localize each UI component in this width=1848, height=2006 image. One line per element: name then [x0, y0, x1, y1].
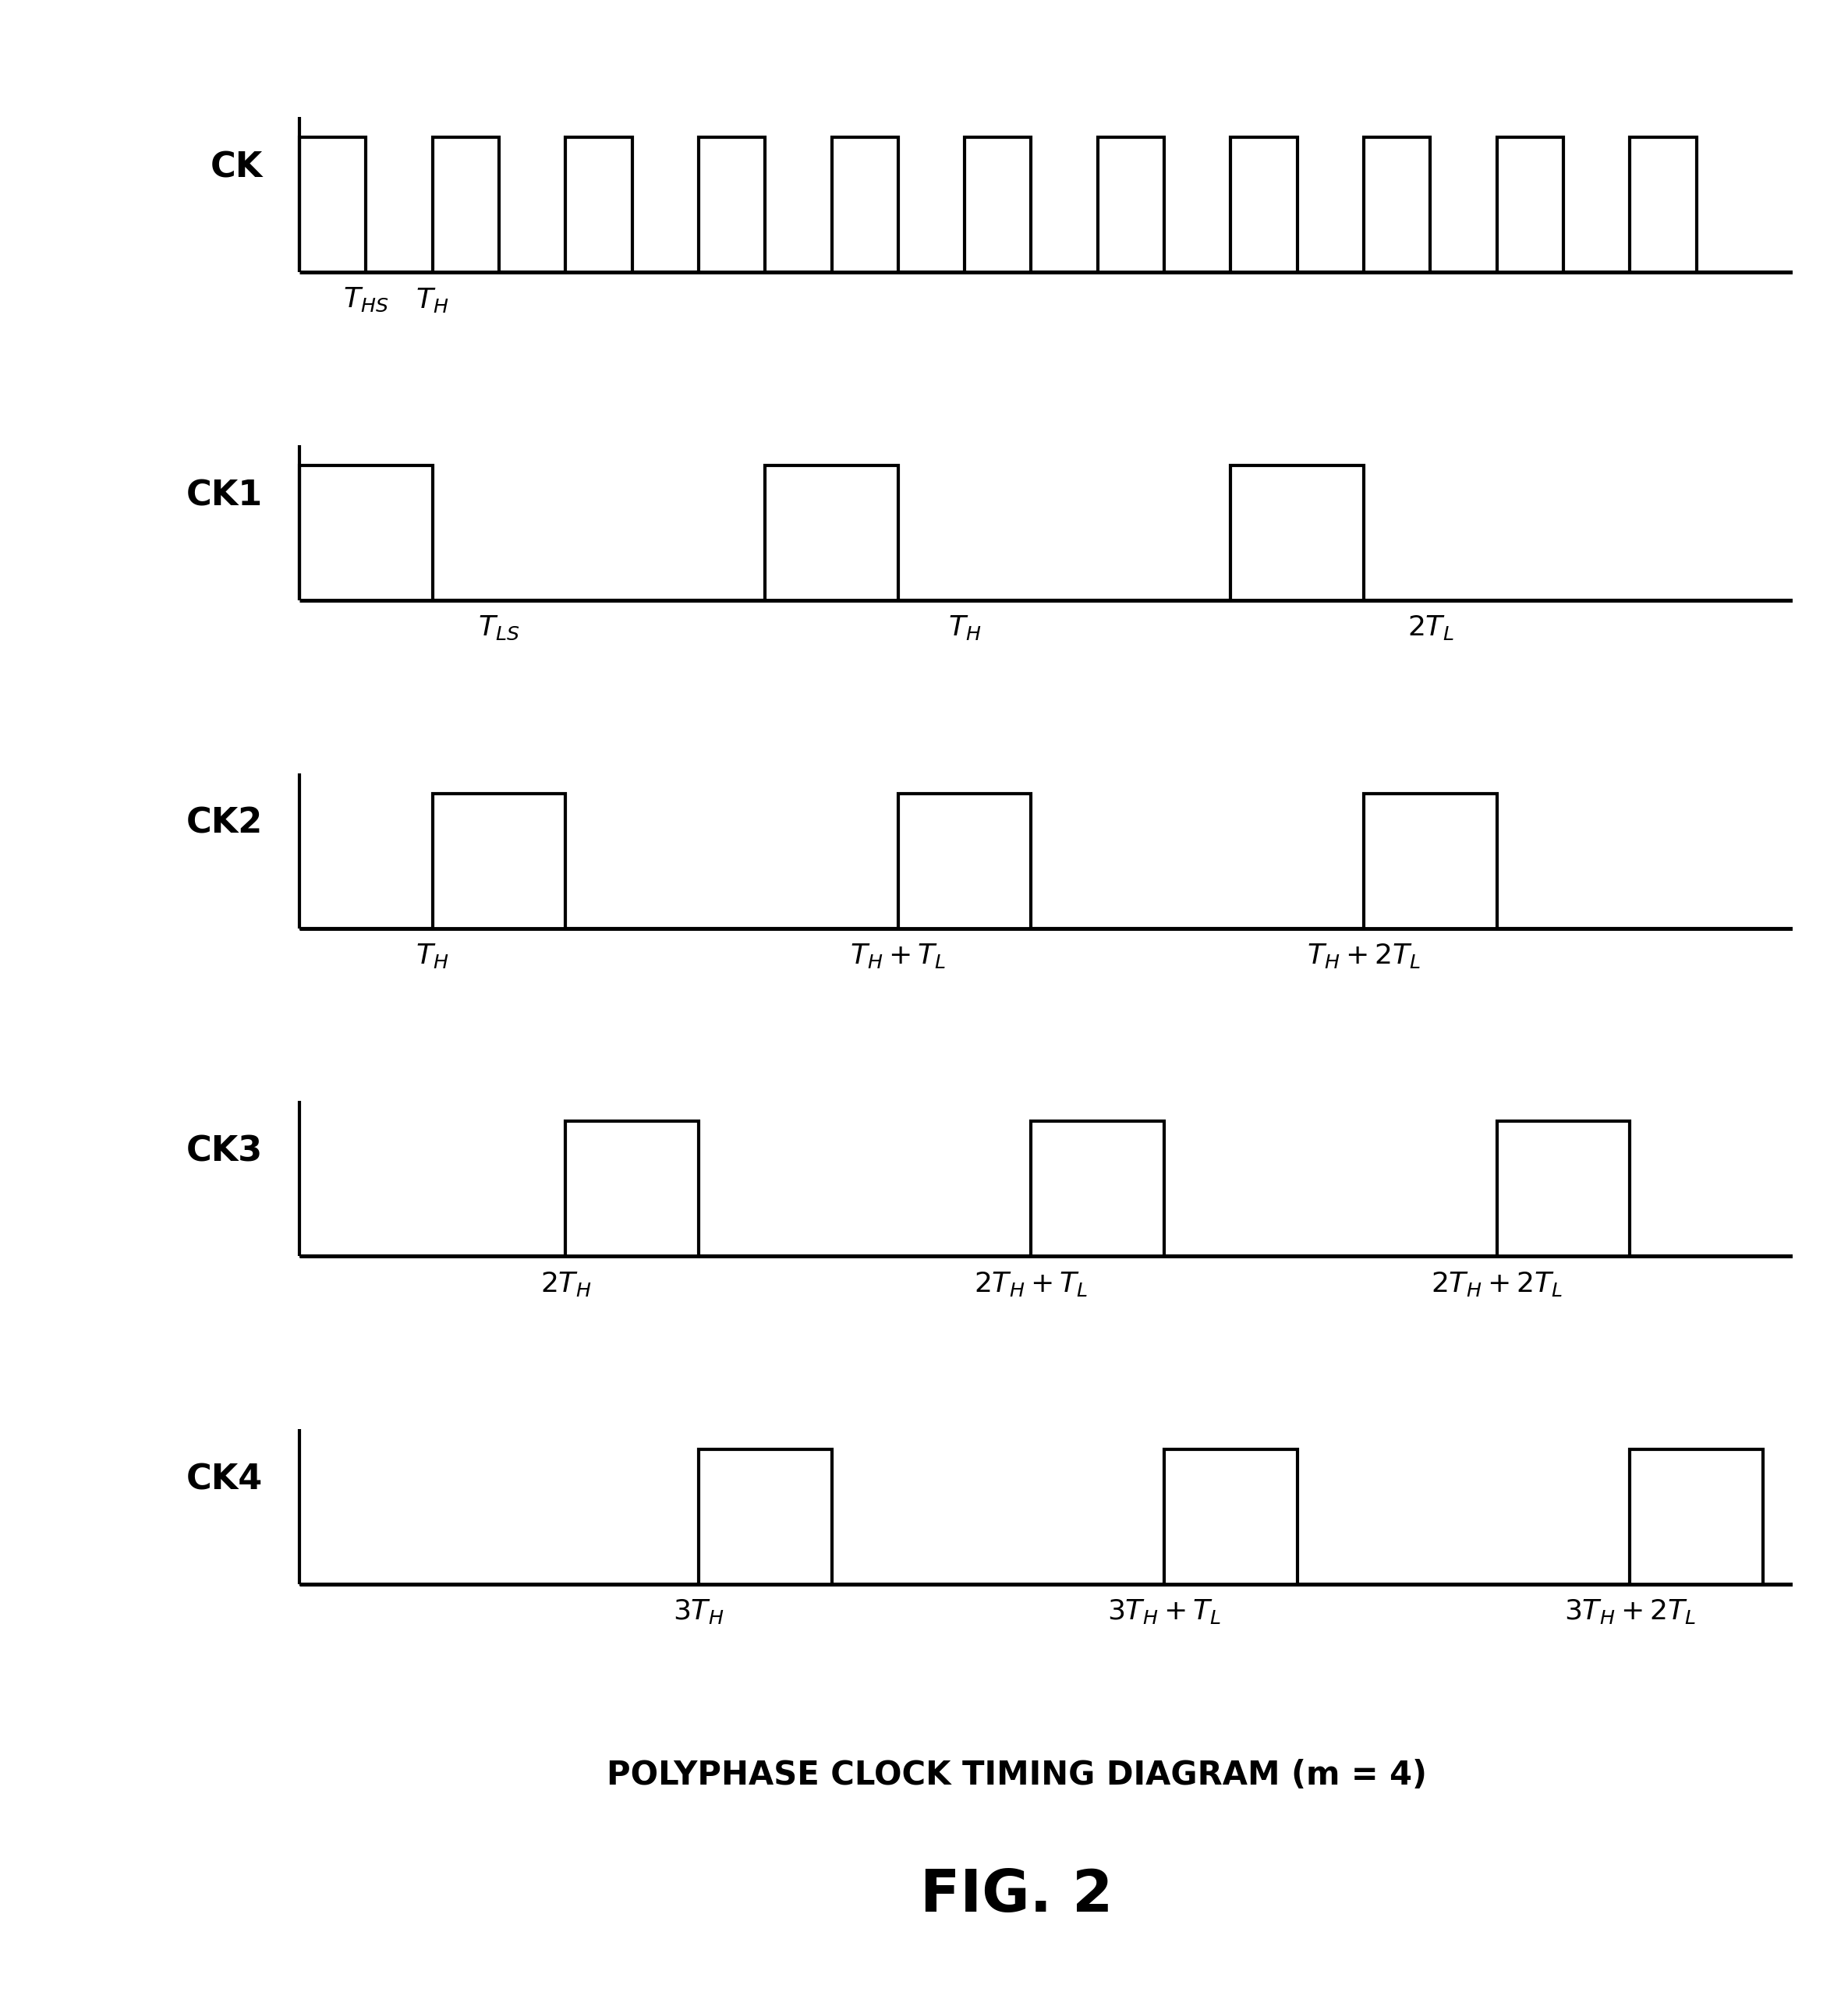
Text: $T_{HS}$: $T_{HS}$: [344, 287, 388, 313]
Text: CK: CK: [211, 150, 262, 185]
Text: CK3: CK3: [187, 1135, 262, 1167]
Text: $3T_H$: $3T_H$: [673, 1597, 724, 1625]
Text: $2T_H$: $2T_H$: [540, 1270, 591, 1298]
Text: CK4: CK4: [187, 1462, 262, 1496]
Text: $3T_H+2T_L$: $3T_H+2T_L$: [1563, 1597, 1696, 1625]
Text: POLYPHASE CLOCK TIMING DIAGRAM (m = 4): POLYPHASE CLOCK TIMING DIAGRAM (m = 4): [606, 1759, 1427, 1791]
Text: $2T_H+2T_L$: $2T_H+2T_L$: [1430, 1270, 1563, 1298]
Text: $2T_L$: $2T_L$: [1406, 614, 1454, 642]
Text: $T_H+2T_L$: $T_H+2T_L$: [1307, 943, 1421, 969]
Text: FIG. 2: FIG. 2: [920, 1868, 1112, 1924]
Text: $3T_H+T_L$: $3T_H+T_L$: [1107, 1597, 1222, 1625]
Text: $2T_H+T_L$: $2T_H+T_L$: [974, 1270, 1088, 1298]
Text: $T_H+T_L$: $T_H+T_L$: [850, 943, 946, 969]
Text: $T_H$: $T_H$: [948, 614, 981, 642]
Text: $T_{LS}$: $T_{LS}$: [479, 614, 519, 642]
Text: $T_H$: $T_H$: [416, 287, 449, 315]
Text: $T_H$: $T_H$: [416, 943, 449, 969]
Text: CK2: CK2: [187, 806, 262, 841]
Text: CK1: CK1: [187, 479, 262, 512]
